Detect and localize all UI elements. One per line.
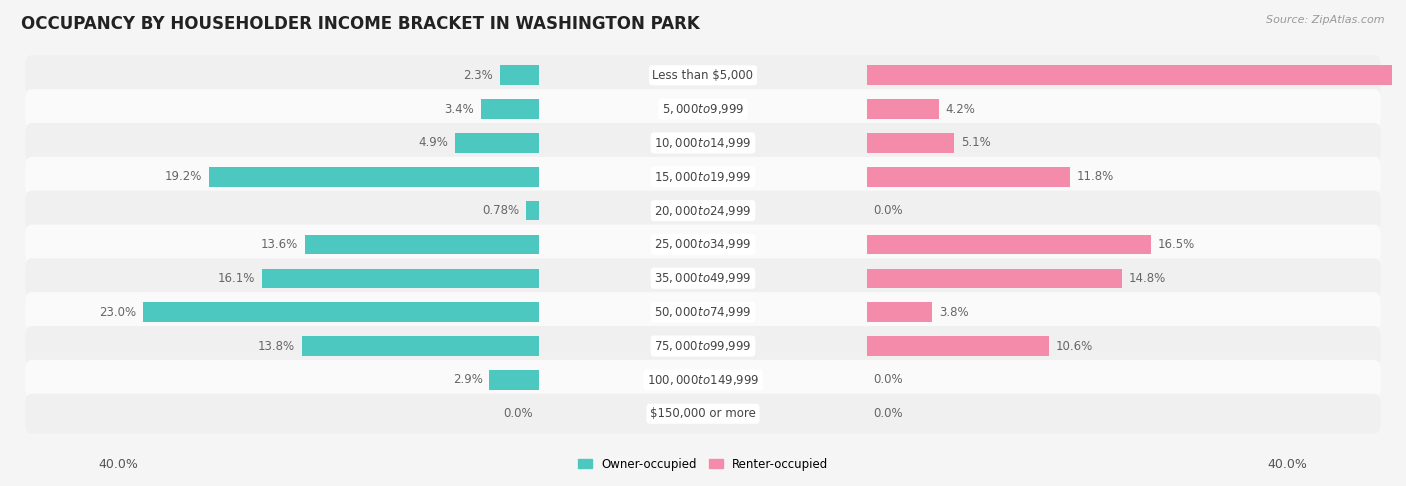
Text: $100,000 to $149,999: $100,000 to $149,999 <box>647 373 759 387</box>
Text: $10,000 to $14,999: $10,000 to $14,999 <box>654 136 752 150</box>
Text: 16.5%: 16.5% <box>1157 238 1195 251</box>
Text: 19.2%: 19.2% <box>165 170 202 183</box>
Text: 0.0%: 0.0% <box>873 407 903 420</box>
Text: 4.2%: 4.2% <box>946 103 976 116</box>
Text: 3.8%: 3.8% <box>939 306 969 319</box>
Bar <box>526 201 540 221</box>
FancyBboxPatch shape <box>25 55 1381 95</box>
Text: 0.0%: 0.0% <box>873 373 903 386</box>
FancyBboxPatch shape <box>25 225 1381 264</box>
FancyBboxPatch shape <box>25 157 1381 197</box>
Bar <box>481 99 540 119</box>
Text: 4.9%: 4.9% <box>418 137 449 149</box>
Bar <box>866 268 1122 288</box>
FancyBboxPatch shape <box>25 89 1381 129</box>
FancyBboxPatch shape <box>25 360 1381 400</box>
Text: 2.9%: 2.9% <box>453 373 482 386</box>
Bar <box>302 336 540 356</box>
Bar <box>489 370 540 390</box>
Text: $15,000 to $19,999: $15,000 to $19,999 <box>654 170 752 184</box>
Bar <box>456 133 540 153</box>
Text: 2.3%: 2.3% <box>463 69 494 82</box>
FancyBboxPatch shape <box>25 191 1381 230</box>
Text: $75,000 to $99,999: $75,000 to $99,999 <box>654 339 752 353</box>
FancyBboxPatch shape <box>25 394 1381 434</box>
Bar <box>208 167 540 187</box>
Text: Less than $5,000: Less than $5,000 <box>652 69 754 82</box>
Text: $50,000 to $74,999: $50,000 to $74,999 <box>654 305 752 319</box>
FancyBboxPatch shape <box>25 326 1381 366</box>
Text: 40.0%: 40.0% <box>98 458 138 471</box>
Text: $150,000 or more: $150,000 or more <box>650 407 756 420</box>
Text: 0.0%: 0.0% <box>873 204 903 217</box>
Text: 13.8%: 13.8% <box>257 340 295 352</box>
Text: $20,000 to $24,999: $20,000 to $24,999 <box>654 204 752 218</box>
Bar <box>866 235 1152 254</box>
Legend: Owner-occupied, Renter-occupied: Owner-occupied, Renter-occupied <box>572 453 834 475</box>
Text: 0.0%: 0.0% <box>503 407 533 420</box>
Bar <box>305 235 540 254</box>
Text: 14.8%: 14.8% <box>1129 272 1166 285</box>
Bar <box>866 167 1070 187</box>
Text: 23.0%: 23.0% <box>100 306 136 319</box>
FancyBboxPatch shape <box>25 292 1381 332</box>
Text: OCCUPANCY BY HOUSEHOLDER INCOME BRACKET IN WASHINGTON PARK: OCCUPANCY BY HOUSEHOLDER INCOME BRACKET … <box>21 15 700 33</box>
Text: 0.78%: 0.78% <box>482 204 519 217</box>
Text: Source: ZipAtlas.com: Source: ZipAtlas.com <box>1267 15 1385 25</box>
Bar <box>866 302 932 322</box>
FancyBboxPatch shape <box>25 123 1381 163</box>
Text: 11.8%: 11.8% <box>1077 170 1114 183</box>
Bar <box>866 99 939 119</box>
Text: 16.1%: 16.1% <box>218 272 256 285</box>
Text: 5.1%: 5.1% <box>962 137 991 149</box>
Bar <box>866 66 1406 85</box>
Bar <box>143 302 540 322</box>
Text: 10.6%: 10.6% <box>1056 340 1094 352</box>
Bar <box>866 133 955 153</box>
Text: $5,000 to $9,999: $5,000 to $9,999 <box>662 102 744 116</box>
Text: $35,000 to $49,999: $35,000 to $49,999 <box>654 271 752 285</box>
Text: 40.0%: 40.0% <box>1268 458 1308 471</box>
Text: $25,000 to $34,999: $25,000 to $34,999 <box>654 238 752 251</box>
Bar <box>262 268 540 288</box>
FancyBboxPatch shape <box>25 259 1381 298</box>
Bar <box>866 336 1049 356</box>
Bar <box>499 66 540 85</box>
Text: 13.6%: 13.6% <box>262 238 298 251</box>
Text: 3.4%: 3.4% <box>444 103 474 116</box>
